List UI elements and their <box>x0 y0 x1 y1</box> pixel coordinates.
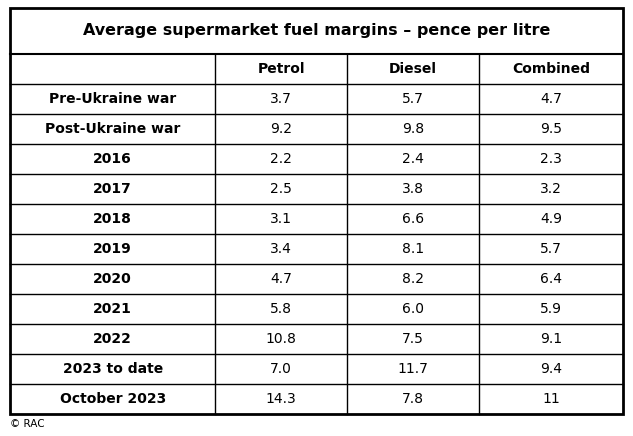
Text: 2023 to date: 2023 to date <box>63 362 163 376</box>
Text: 2.2: 2.2 <box>270 152 292 166</box>
Text: 2022: 2022 <box>93 332 132 346</box>
Text: 7.0: 7.0 <box>270 362 292 376</box>
Text: Average supermarket fuel margins – pence per litre: Average supermarket fuel margins – pence… <box>83 24 550 38</box>
Text: 9.5: 9.5 <box>540 122 562 136</box>
Text: Petrol: Petrol <box>258 62 305 76</box>
Text: October 2023: October 2023 <box>60 392 166 406</box>
Text: 7.8: 7.8 <box>402 392 424 406</box>
Text: 2018: 2018 <box>93 212 132 226</box>
Text: 5.7: 5.7 <box>540 242 562 256</box>
Text: 4.7: 4.7 <box>270 272 292 286</box>
Text: 6.6: 6.6 <box>402 212 424 226</box>
Text: 3.7: 3.7 <box>270 92 292 106</box>
Text: 5.7: 5.7 <box>402 92 424 106</box>
Text: 14.3: 14.3 <box>266 392 297 406</box>
Text: Post-Ukraine war: Post-Ukraine war <box>45 122 180 136</box>
Text: 9.1: 9.1 <box>540 332 562 346</box>
Text: 6.4: 6.4 <box>540 272 562 286</box>
Text: 2.4: 2.4 <box>402 152 424 166</box>
Text: 2020: 2020 <box>93 272 132 286</box>
Text: 7.5: 7.5 <box>402 332 424 346</box>
Text: 4.9: 4.9 <box>540 212 562 226</box>
Text: 8.1: 8.1 <box>402 242 424 256</box>
Text: 2.3: 2.3 <box>540 152 562 166</box>
Text: 11: 11 <box>542 392 560 406</box>
Text: 3.1: 3.1 <box>270 212 292 226</box>
Text: 9.8: 9.8 <box>402 122 424 136</box>
Text: Combined: Combined <box>512 62 590 76</box>
Text: 2.5: 2.5 <box>270 182 292 196</box>
Text: © RAC: © RAC <box>10 419 44 429</box>
Text: 3.8: 3.8 <box>402 182 424 196</box>
Text: 10.8: 10.8 <box>266 332 297 346</box>
Text: Pre-Ukraine war: Pre-Ukraine war <box>49 92 177 106</box>
Text: 2021: 2021 <box>93 302 132 316</box>
Text: 9.2: 9.2 <box>270 122 292 136</box>
Text: 3.2: 3.2 <box>540 182 562 196</box>
Text: 5.8: 5.8 <box>270 302 292 316</box>
Text: 4.7: 4.7 <box>540 92 562 106</box>
Text: 9.4: 9.4 <box>540 362 562 376</box>
Text: 6.0: 6.0 <box>402 302 424 316</box>
Text: 3.4: 3.4 <box>270 242 292 256</box>
Text: 8.2: 8.2 <box>402 272 424 286</box>
Text: 5.9: 5.9 <box>540 302 562 316</box>
Text: 2017: 2017 <box>93 182 132 196</box>
Text: 11.7: 11.7 <box>398 362 429 376</box>
Text: Diesel: Diesel <box>389 62 437 76</box>
Text: 2019: 2019 <box>93 242 132 256</box>
Text: 2016: 2016 <box>93 152 132 166</box>
